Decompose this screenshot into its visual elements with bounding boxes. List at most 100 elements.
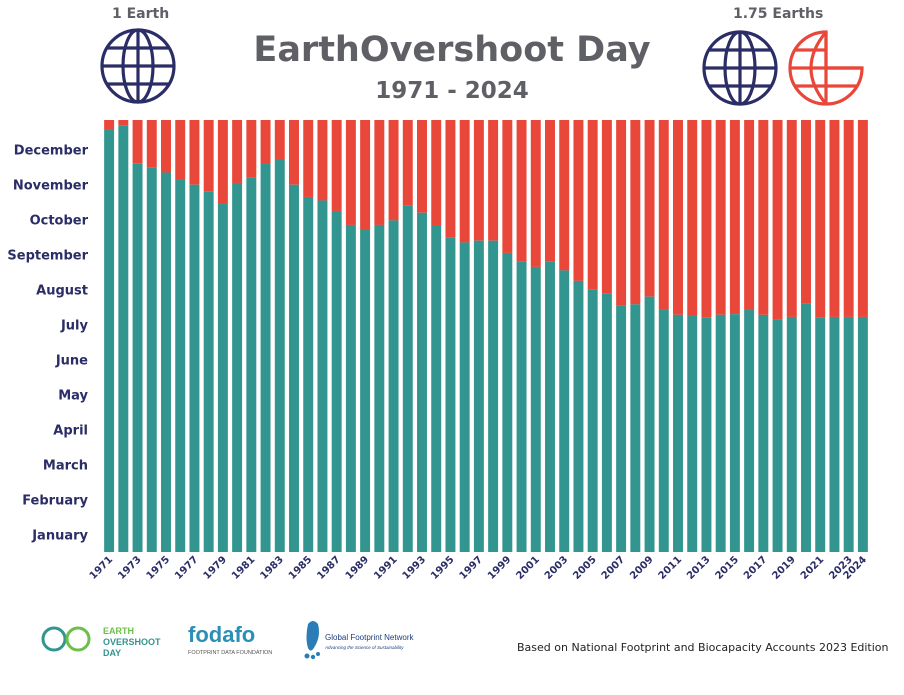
bar-before-overshoot-2008 [630, 304, 641, 552]
bar-before-overshoot-1989 [360, 229, 371, 552]
x-tick-label: 2003 [543, 554, 570, 581]
bar-after-overshoot-2008 [630, 120, 641, 305]
bar-before-overshoot-1982 [260, 163, 271, 553]
bar-after-overshoot-1995 [445, 120, 456, 238]
gfn-logo-name: Global Footprint Network [325, 633, 414, 642]
one-point-seven-five-earths-label: 1.75 Earths [733, 6, 824, 22]
bar-after-overshoot-2018 [772, 120, 783, 320]
bar-after-overshoot-2017 [758, 120, 769, 315]
bar-before-overshoot-2015 [729, 314, 740, 552]
fodafo-logo: fodafo FOOTPRINT DATA FOUNDATION [188, 622, 272, 656]
globe-icon [100, 28, 176, 104]
bar-after-overshoot-1972 [118, 120, 129, 126]
y-tick-label: June [55, 354, 88, 369]
x-tick-label: 2007 [600, 554, 627, 581]
bar-before-overshoot-1988 [345, 224, 356, 552]
bar-after-overshoot-1975 [161, 120, 171, 173]
bar-before-overshoot-2004 [573, 280, 584, 552]
bar-before-overshoot-2021 [815, 317, 826, 552]
bar-after-overshoot-2024 [857, 120, 868, 317]
source-note: Based on National Footprint and Biocapac… [517, 641, 889, 654]
bar-before-overshoot-2019 [786, 316, 797, 552]
x-tick-label: 1979 [202, 554, 229, 581]
bar-before-overshoot-1986 [317, 200, 328, 553]
bar-after-overshoot-1984 [289, 120, 299, 185]
bar-before-overshoot-1981 [246, 177, 257, 552]
bar-before-overshoot-2017 [758, 314, 769, 552]
bar-before-overshoot-1979 [217, 203, 228, 552]
bar-after-overshoot-2020 [801, 120, 811, 304]
bar-after-overshoot-1981 [246, 120, 257, 178]
bar-before-overshoot-2012 [687, 315, 698, 552]
bar-after-overshoot-2014 [715, 120, 726, 315]
earth-overshoot-day-logo: EARTH OVERSHOOT DAY [41, 626, 161, 658]
x-tick-label: 2015 [714, 554, 741, 581]
bar-before-overshoot-1980 [232, 182, 243, 552]
bar-after-overshoot-2000 [516, 120, 527, 262]
bar-before-overshoot-2007 [616, 305, 627, 552]
bar-after-overshoot-1973 [132, 120, 143, 164]
bar-after-overshoot-1979 [217, 120, 228, 204]
bar-after-overshoot-2023 [843, 120, 854, 317]
x-tick-label: 2021 [799, 554, 826, 581]
bar-before-overshoot-1974 [146, 167, 157, 553]
x-tick-label: 1983 [258, 554, 285, 581]
bar-after-overshoot-1990 [374, 120, 385, 225]
x-tick-label: 1995 [429, 554, 456, 581]
bar-after-overshoot-1987 [331, 120, 342, 211]
bar-after-overshoot-1998 [488, 120, 499, 241]
bar-after-overshoot-1989 [360, 120, 371, 230]
bar-before-overshoot-2013 [701, 317, 712, 552]
logo-text-line: DAY [103, 648, 121, 658]
bar-before-overshoot-2009 [644, 296, 655, 552]
partial-globe-icon [788, 30, 864, 106]
y-tick-label: December [14, 144, 89, 159]
bar-after-overshoot-1994 [431, 120, 442, 226]
bar-before-overshoot-2001 [530, 266, 541, 552]
bar-before-overshoot-2014 [715, 314, 726, 552]
x-tick-label: 2011 [657, 554, 684, 581]
globe-icon [702, 30, 778, 106]
bar-before-overshoot-1998 [488, 240, 499, 552]
bar-before-overshoot-2010 [658, 309, 669, 552]
y-tick-label: September [7, 249, 88, 264]
bar-before-overshoot-1983 [274, 159, 285, 552]
x-tick-label: 1971 [88, 554, 115, 581]
bar-after-overshoot-2012 [687, 120, 698, 316]
bar-after-overshoot-1992 [402, 120, 413, 206]
bar-after-overshoot-2001 [530, 120, 541, 267]
bar-after-overshoot-2015 [729, 120, 740, 315]
x-tick-label: 2009 [628, 554, 655, 581]
bar-before-overshoot-1973 [132, 163, 143, 552]
bar-before-overshoot-1977 [189, 184, 200, 552]
y-tick-label: January [31, 529, 88, 544]
bar-after-overshoot-2004 [573, 120, 584, 281]
bar-before-overshoot-1984 [289, 184, 299, 552]
y-tick-label: August [36, 284, 88, 299]
bar-after-overshoot-1976 [175, 120, 186, 180]
y-tick-label: October [30, 214, 89, 229]
bar-after-overshoot-1993 [417, 120, 427, 213]
bar-after-overshoot-1988 [345, 120, 356, 225]
bar-before-overshoot-2000 [516, 261, 527, 552]
x-tick-label: 1993 [401, 554, 428, 581]
gfn-logo-tagline: Advancing the Science of Sustainability [324, 645, 404, 650]
bar-after-overshoot-1991 [388, 120, 399, 221]
bar-after-overshoot-2002 [545, 120, 555, 262]
bar-before-overshoot-1990 [374, 224, 385, 552]
x-tick-label: 1985 [287, 554, 314, 581]
x-tick-label: 1997 [458, 554, 485, 581]
x-tick-label: 1977 [173, 554, 200, 581]
logo-text-line: OVERSHOOT [103, 637, 161, 647]
y-tick-label: July [60, 319, 89, 334]
bar-before-overshoot-1991 [388, 220, 399, 552]
bar-after-overshoot-1997 [473, 120, 484, 241]
bar-after-overshoot-1983 [274, 120, 285, 160]
bar-after-overshoot-1974 [146, 120, 157, 168]
fodafo-logo-tagline: FOOTPRINT DATA FOUNDATION [188, 650, 272, 656]
x-tick-label: 1973 [116, 554, 143, 581]
x-tick-label: 1999 [486, 554, 513, 581]
x-tick-label: 2017 [742, 554, 769, 581]
bar-before-overshoot-2016 [744, 309, 755, 552]
one-earth-label: 1 Earth [112, 6, 170, 22]
